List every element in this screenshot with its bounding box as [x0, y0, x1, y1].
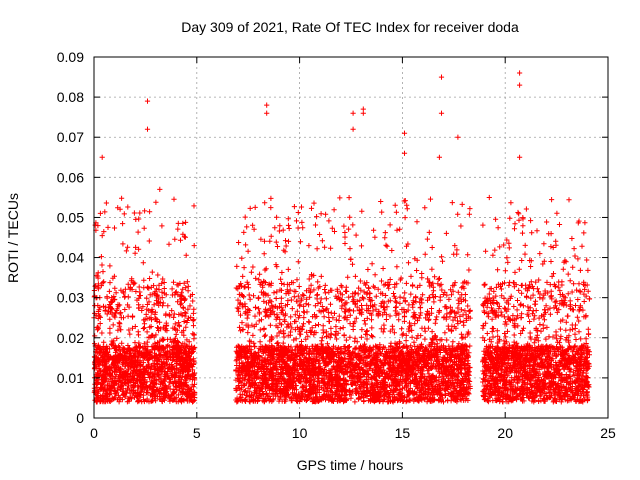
y-tick-label: 0.04	[57, 250, 84, 266]
y-tick-label: 0.05	[57, 209, 84, 225]
x-tick-label: 10	[292, 425, 308, 441]
y-tick-label: 0.09	[57, 49, 84, 65]
y-tick-label: 0.02	[57, 330, 84, 346]
y-tick-labels: 0 0.01 0.02 0.03 0.04 0.05 0.06 0.07 0.08 0.09	[57, 49, 84, 426]
x-tick-label: 0	[90, 425, 98, 441]
x-axis-label: GPS time / hours	[297, 457, 404, 473]
y-tick-label: 0	[76, 410, 84, 426]
roti-markers	[91, 70, 593, 405]
plot-frame	[93, 56, 609, 419]
chart-title: Day 309 of 2021, Rate Of TEC Index for r…	[181, 19, 519, 35]
y-tick-label: 0.03	[57, 290, 84, 306]
y-tick-label: 0.08	[57, 89, 84, 105]
y-axis-label: ROTI / TECUs	[5, 193, 21, 283]
x-tick-label: 5	[193, 425, 201, 441]
y-tick-label: 0.01	[57, 370, 84, 386]
y-tick-label: 0.07	[57, 129, 84, 145]
data-points	[91, 70, 593, 405]
y-tick-label: 0.06	[57, 169, 84, 185]
x-tick-label: 25	[600, 425, 616, 441]
axis-ticks	[93, 56, 609, 419]
x-tick-label: 15	[395, 425, 411, 441]
x-tick-labels: 0 5 10 15 20 25	[90, 425, 616, 441]
x-tick-label: 20	[497, 425, 513, 441]
